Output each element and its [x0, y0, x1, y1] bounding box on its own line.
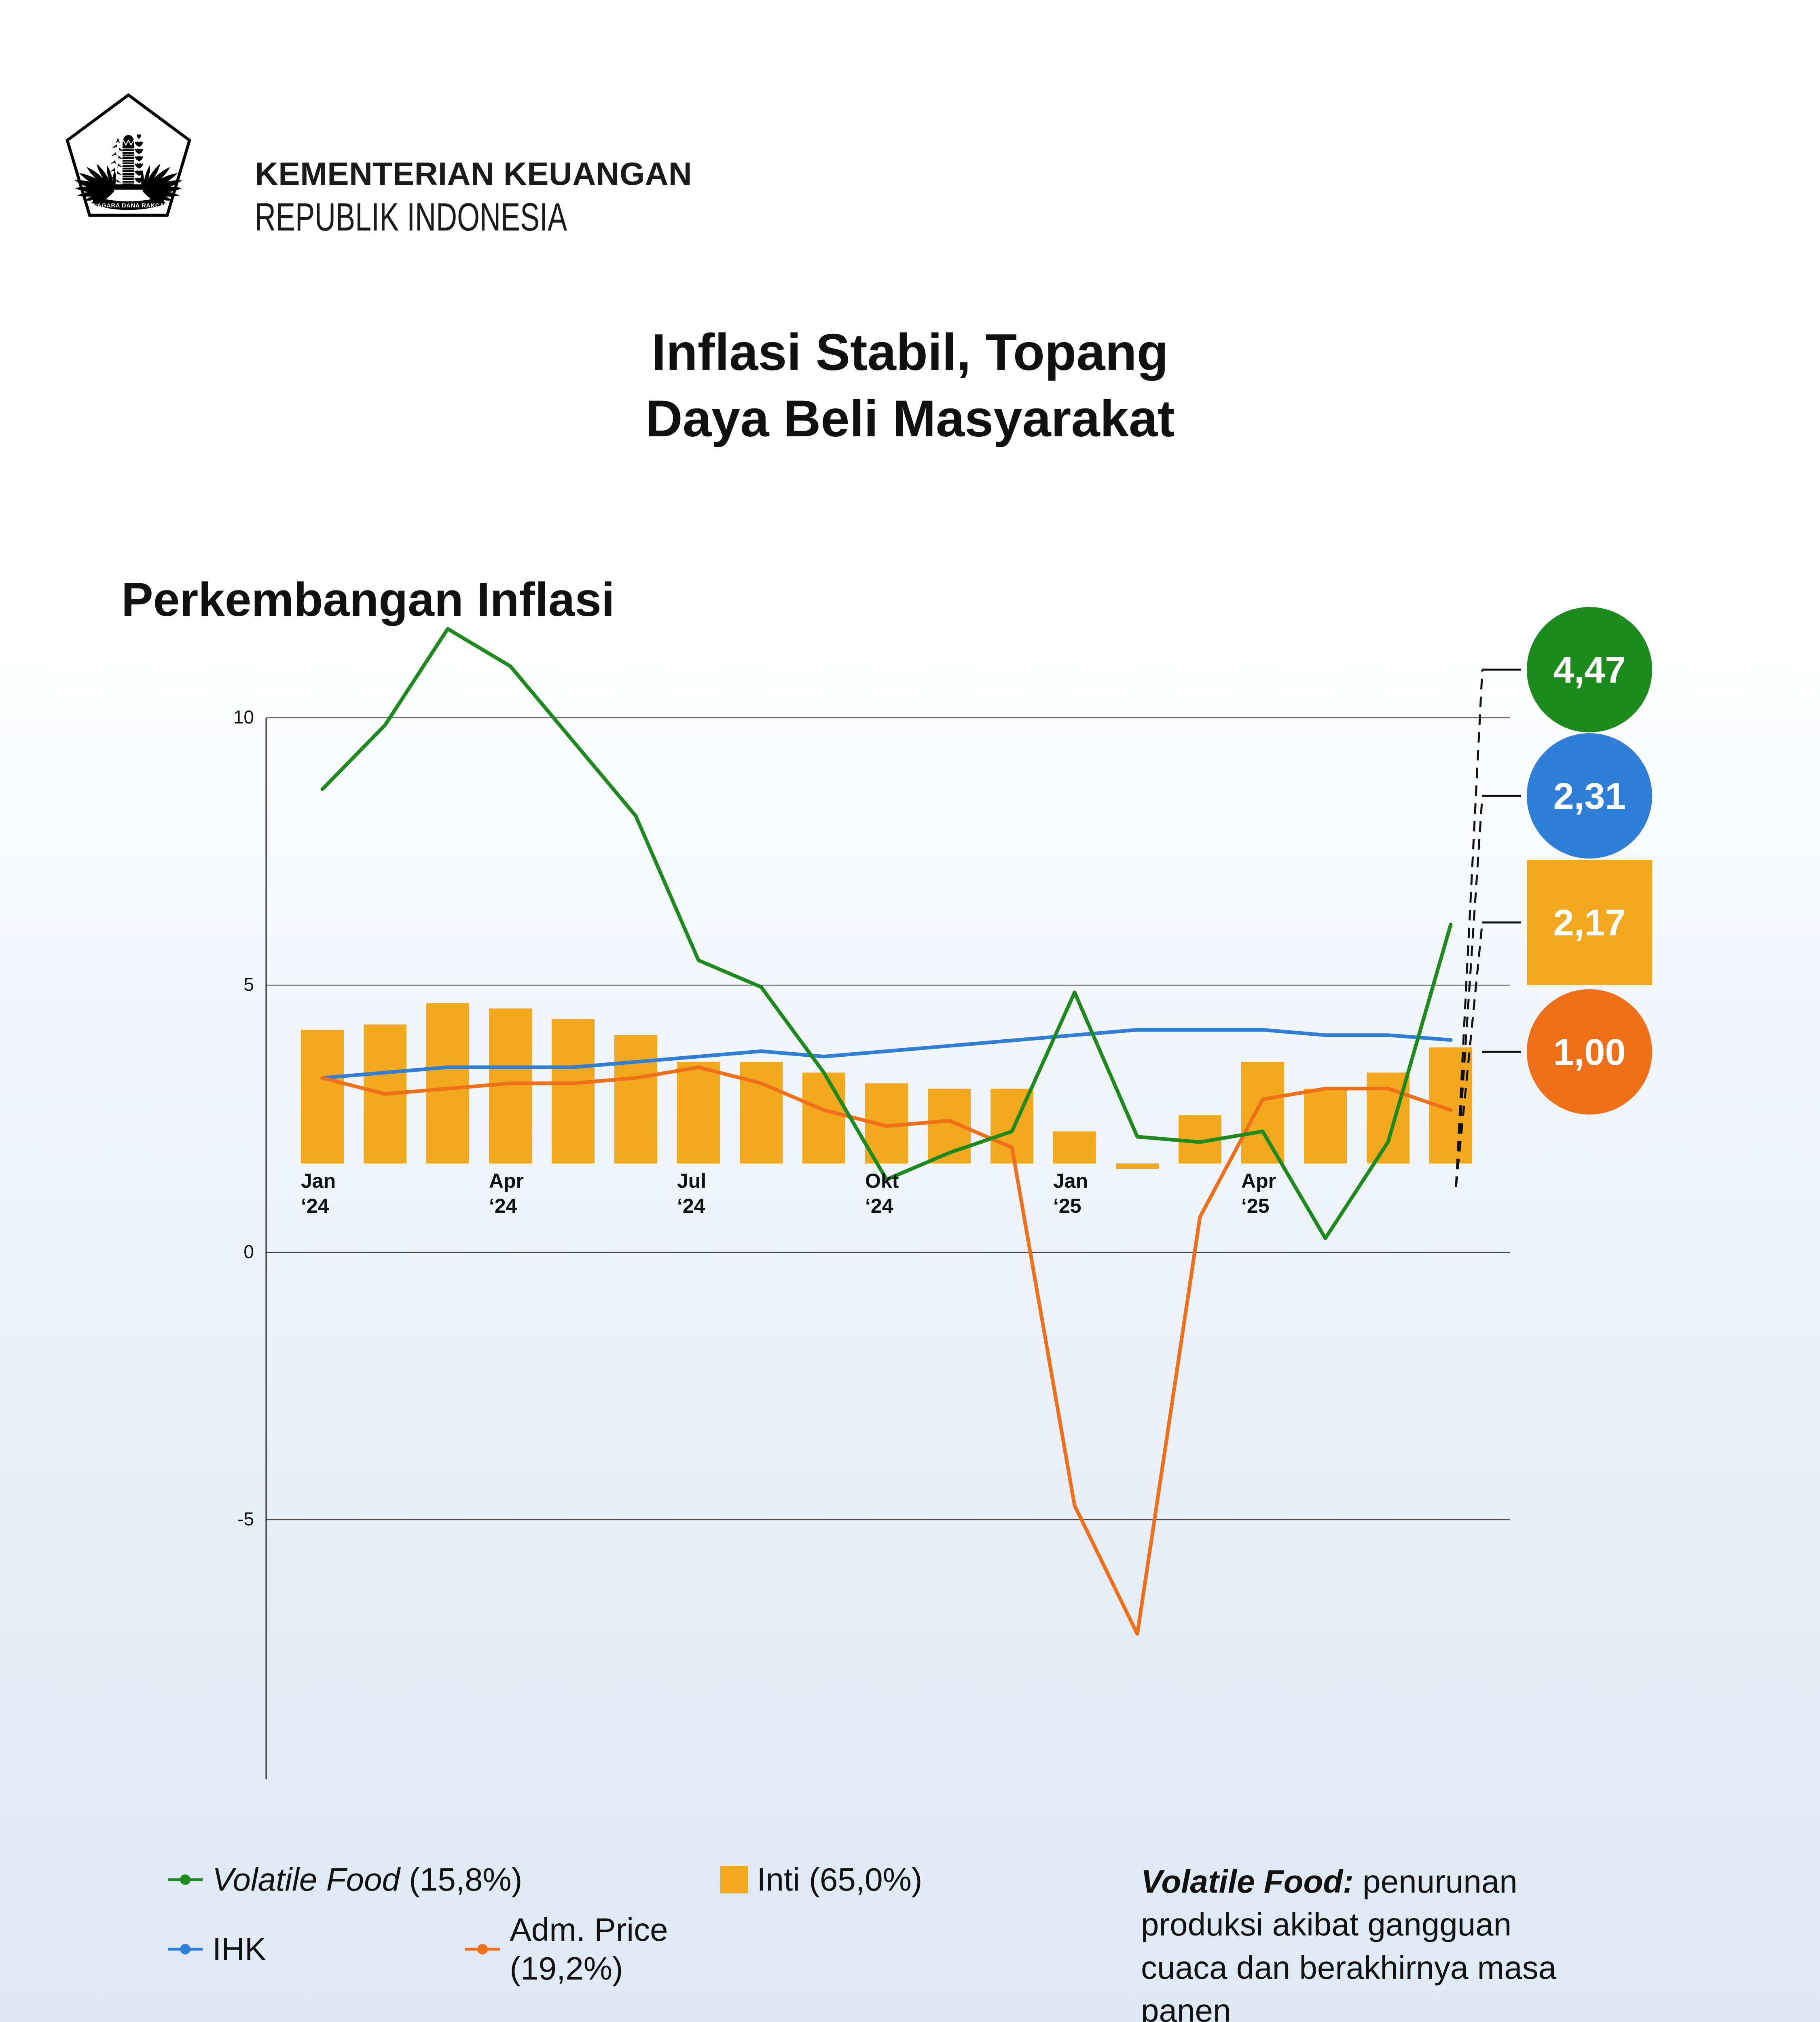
svg-text:NAGARA DANA RAKCA: NAGARA DANA RAKCA [93, 203, 164, 209]
svg-text:Jan: Jan [1053, 1170, 1088, 1192]
svg-text:4,47: 4,47 [1553, 649, 1625, 691]
svg-text:-10: -10 [227, 1776, 254, 1779]
svg-text:‘24: ‘24 [489, 1195, 517, 1217]
svg-text:‘24: ‘24 [301, 1195, 329, 1217]
svg-text:-5: -5 [237, 1508, 254, 1529]
svg-text:2,31: 2,31 [1553, 776, 1625, 817]
svg-text:2,17: 2,17 [1553, 902, 1625, 943]
svg-text:Jul: Jul [677, 1170, 706, 1192]
svg-text:‘24: ‘24 [865, 1195, 893, 1217]
svg-text:Apr: Apr [489, 1170, 524, 1192]
svg-text:1,00: 1,00 [1553, 1032, 1625, 1073]
svg-text:‘25: ‘25 [1053, 1195, 1081, 1217]
svg-text:‘24: ‘24 [677, 1195, 705, 1217]
svg-text:5: 5 [243, 974, 254, 995]
svg-text:Apr: Apr [1241, 1170, 1276, 1192]
svg-text:Jan: Jan [301, 1170, 336, 1192]
svg-text:‘25: ‘25 [1241, 1195, 1270, 1217]
svg-text:0: 0 [243, 1241, 254, 1262]
svg-text:Okt: Okt [865, 1170, 899, 1192]
svg-text:10: 10 [233, 706, 254, 728]
